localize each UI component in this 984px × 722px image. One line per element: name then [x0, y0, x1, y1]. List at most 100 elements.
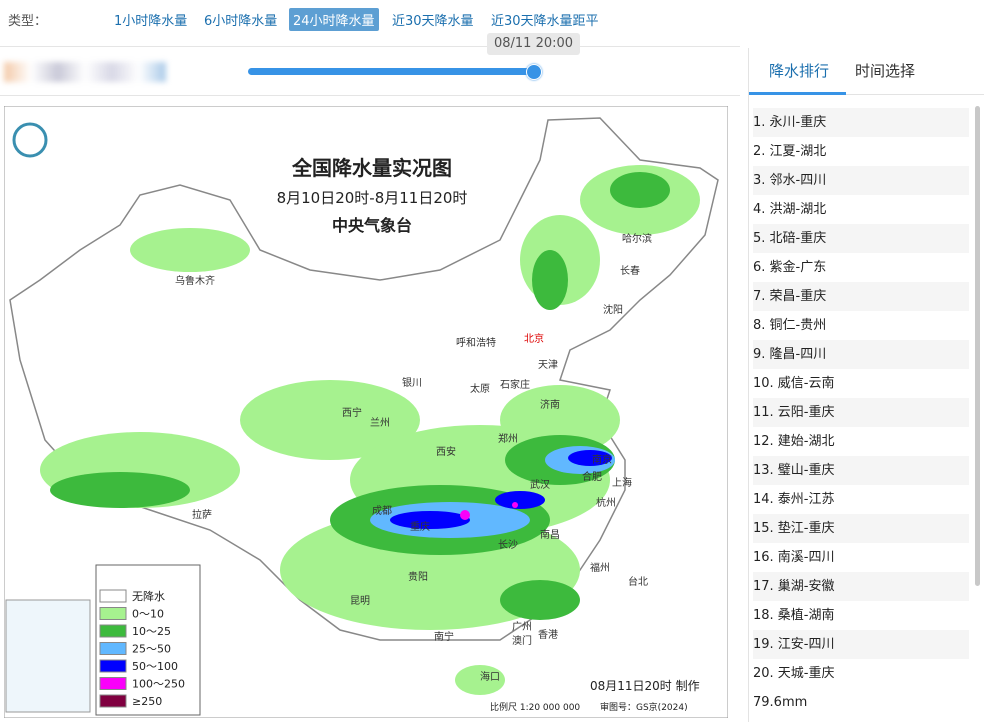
- station-name: 3. 邻水-四川: [753, 173, 827, 188]
- ranking-row[interactable]: 12. 建始-湖北86.4mm: [753, 427, 969, 478]
- ranking-row[interactable]: 2. 江夏-湖北136.4mm: [753, 137, 969, 188]
- legend-label: 0～10: [132, 608, 164, 621]
- type-tab[interactable]: 1小时降水量: [114, 14, 188, 29]
- city-label: 合肥: [582, 470, 602, 483]
- legend-swatch: [99, 677, 127, 690]
- station-name: 14. 泰州-江苏: [753, 492, 835, 507]
- ranking-row[interactable]: 3. 邻水-四川130.1mm: [753, 166, 969, 217]
- station-name: 11. 云阳-重庆: [753, 405, 835, 420]
- station-name: 8. 铜仁-贵州: [753, 318, 827, 333]
- city-label: 香港: [538, 629, 558, 641]
- station-name: 19. 江安-四川: [753, 637, 835, 652]
- station-name: 13. 璧山-重庆: [753, 463, 835, 478]
- ranking-row[interactable]: 14. 泰州-江苏85.4mm: [753, 485, 969, 536]
- ranking-row[interactable]: 11. 云阳-重庆91.1mm: [753, 398, 969, 449]
- ranking-row[interactable]: 16. 南溪-四川81.2mm: [753, 543, 969, 594]
- type-label: 类型：: [8, 14, 48, 29]
- ranking-row[interactable]: 9. 隆昌-四川93.3mm: [753, 340, 969, 391]
- legend-label: 10～25: [132, 625, 171, 638]
- city-label: 成都: [372, 505, 392, 517]
- legend-box: [95, 564, 201, 716]
- station-name: 15. 垫江-重庆: [753, 521, 835, 536]
- type-tab[interactable]: 6小时降水量: [204, 14, 278, 29]
- side-panel: 降水排行 时间选择 1. 永川-重庆144.4mm2. 江夏-湖北136.4mm3…: [748, 48, 984, 722]
- panel-tab[interactable]: 降水排行: [769, 62, 830, 80]
- city-label: 台北: [628, 575, 648, 588]
- legend-label: ≥250: [132, 695, 162, 708]
- city-label: 南京: [592, 453, 612, 466]
- station-name: 5. 北碚-重庆: [753, 231, 827, 246]
- toolbar: 类型： 1小时降水量 6小时降水量 24小时降水量 近30天降水量 近30天降水量距平: [0, 0, 984, 46]
- city-label: 贵阳: [408, 570, 428, 583]
- ranking-row[interactable]: 18. 桑植-湖南80.8mm: [753, 601, 969, 652]
- slider-track[interactable]: [248, 68, 536, 75]
- legend-label: 100～250: [132, 678, 185, 691]
- scrollbar[interactable]: [975, 106, 980, 586]
- rain-heavy-storm: [460, 502, 518, 520]
- station-name: 17. 巢湖-安徽: [753, 579, 835, 594]
- slider-tooltip: 08/11 20:00: [487, 33, 580, 55]
- scale-note: 比例尺 1:20 000 000: [490, 701, 580, 713]
- legend-label: 25～50: [132, 643, 171, 656]
- city-label: 长沙: [498, 539, 518, 551]
- station-name: 1. 永川-重庆: [753, 115, 827, 130]
- ranking-row[interactable]: 1. 永川-重庆144.4mm: [753, 108, 969, 159]
- city-label: 拉萨: [192, 508, 212, 521]
- divider: [0, 46, 740, 47]
- slider-knob[interactable]: [526, 64, 542, 80]
- city-label: 广州: [512, 621, 532, 633]
- city-label: 上海: [612, 476, 632, 489]
- legend-label: 无降水: [132, 589, 165, 603]
- map-agency: 中央气象台: [332, 216, 412, 235]
- legend-swatch: [99, 642, 127, 655]
- cma-logo: [12, 122, 48, 158]
- ranking-row[interactable]: 5. 北碚-重庆109.2mm: [753, 224, 969, 275]
- ranking-row[interactable]: 10. 威信-云南93.3mm: [753, 369, 969, 420]
- type-tab[interactable]: 24小时降水量: [289, 8, 379, 31]
- legend-swatch: [99, 589, 127, 603]
- station-name: 7. 荣昌-重庆: [753, 289, 827, 304]
- city-label: 南宁: [434, 630, 454, 643]
- city-label: 石家庄: [500, 378, 530, 391]
- station-name: 18. 桑植-湖南: [753, 608, 835, 623]
- rain-storm: [390, 450, 612, 529]
- type-tab[interactable]: 近30天降水量距平: [491, 14, 599, 29]
- station-name: 16. 南溪-四川: [753, 550, 835, 565]
- ranking-row[interactable]: 17. 巢湖-安徽81.1mm: [753, 572, 969, 623]
- city-label: 西宁: [342, 406, 362, 419]
- ranking-row[interactable]: 15. 垫江-重庆84.5mm: [753, 514, 969, 565]
- panel-tab[interactable]: 时间选择: [855, 62, 916, 80]
- divider: [0, 95, 740, 96]
- ranking-row[interactable]: 8. 铜仁-贵州94.1mm: [753, 311, 969, 362]
- city-label: 海口: [480, 670, 500, 683]
- map-title: 全国降水量实况图: [291, 156, 452, 180]
- city-label: 郑州: [498, 432, 518, 445]
- city-label: 北京: [524, 332, 544, 345]
- legend-swatch: [99, 659, 127, 673]
- city-label: 乌鲁木齐: [175, 274, 215, 287]
- blurred-logo: [4, 62, 166, 82]
- ranking-row[interactable]: 4. 洪湖-湖北109.7mm: [753, 195, 969, 246]
- city-label: 南昌: [540, 528, 560, 541]
- station-name: 10. 威信-云南: [753, 376, 835, 391]
- ranking-row[interactable]: 20. 天城-重庆 79.6mm: [753, 659, 969, 710]
- made-note: 08月11日20时 制作: [590, 679, 700, 693]
- city-label: 昆明: [350, 595, 370, 607]
- city-label: 济南: [540, 398, 560, 411]
- ranking-row[interactable]: 7. 荣昌-重庆100.9mm: [753, 282, 969, 333]
- ranking-row[interactable]: 13. 璧山-重庆85.8mm: [753, 456, 969, 507]
- station-name: 2. 江夏-湖北: [753, 144, 827, 159]
- type-tab[interactable]: 近30天降水量: [392, 14, 474, 29]
- city-label: 杭州: [596, 496, 616, 509]
- station-name: 4. 洪湖-湖北: [753, 202, 827, 217]
- rain-amount: 79.6mm: [753, 695, 808, 710]
- ranking-row[interactable]: 19. 江安-四川80.4mm: [753, 630, 969, 681]
- station-name: 12. 建始-湖北: [753, 434, 835, 449]
- city-label: 福州: [590, 561, 610, 574]
- legend-swatch: [99, 694, 127, 708]
- city-label: 沈阳: [603, 303, 623, 316]
- ranking-row[interactable]: 6. 紫金-广东107.7mm: [753, 253, 969, 304]
- legend-swatch: [99, 624, 127, 638]
